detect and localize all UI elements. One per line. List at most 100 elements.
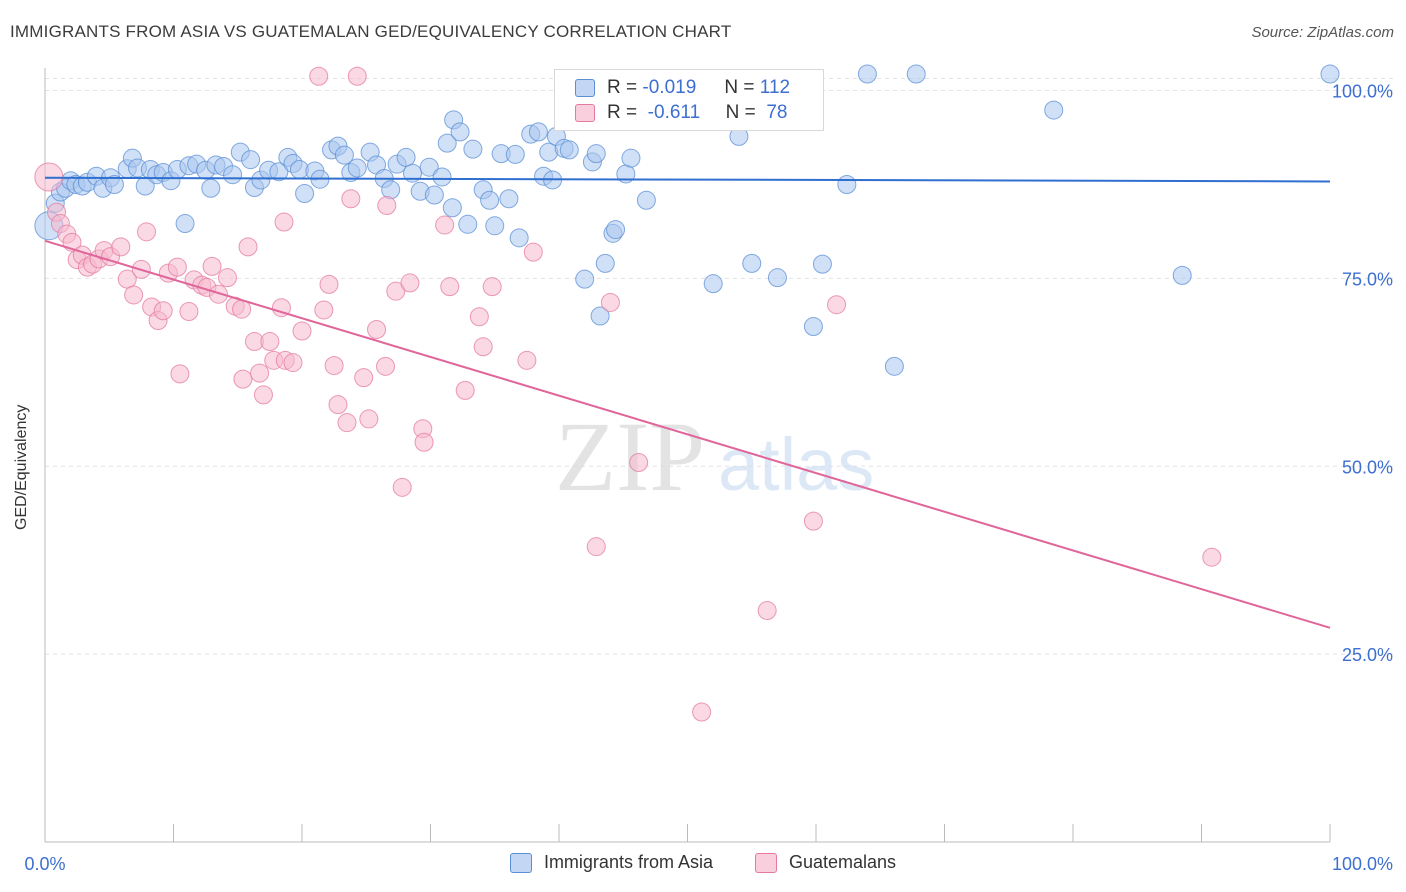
asia-point xyxy=(884,356,904,376)
guatemalan-point xyxy=(482,277,502,297)
guatemalan-point xyxy=(292,321,312,341)
guatemalan-point xyxy=(153,301,173,321)
asia-point xyxy=(559,140,579,160)
guatemalan-point xyxy=(208,284,228,304)
guatemalan-point xyxy=(435,215,455,235)
blue-n-value: 112 xyxy=(759,77,791,98)
guatemalan-point xyxy=(250,363,270,383)
guatemalan-point xyxy=(167,257,187,277)
asia-point xyxy=(1044,100,1064,120)
watermark-atlas: atlas xyxy=(718,423,874,506)
guatemalan-point xyxy=(517,350,537,370)
guatemalan-point xyxy=(455,380,475,400)
guatemalan-point xyxy=(271,298,291,318)
guatemalan-point xyxy=(600,292,620,312)
series-legend: Immigrants from Asia Guatemalans xyxy=(0,852,1406,873)
x-tick-label: 0.0% xyxy=(24,854,65,874)
guatemalan-point xyxy=(341,189,361,209)
pink-swatch xyxy=(575,104,595,122)
asia-point xyxy=(175,214,195,234)
asia-point xyxy=(1172,265,1192,285)
guatemalans-swatch xyxy=(754,852,777,873)
guatemalan-point xyxy=(137,222,157,242)
guatemalan-point xyxy=(347,66,367,86)
asia-point xyxy=(458,214,478,234)
asia-point xyxy=(450,122,470,142)
guatemalan-point xyxy=(283,353,303,373)
asia-point xyxy=(857,64,877,84)
guatemalan-point xyxy=(629,453,649,473)
guatemalan-point xyxy=(124,285,144,305)
guatemalan-point xyxy=(440,277,460,297)
asia-point xyxy=(419,157,439,177)
asia-point xyxy=(104,174,124,194)
asia-point xyxy=(906,64,926,84)
guatemalan-point xyxy=(803,511,823,531)
guatemalan-point xyxy=(309,66,329,86)
asia-point xyxy=(499,189,519,209)
blue-r-value: -0.019 xyxy=(642,77,697,98)
asia-point xyxy=(528,122,548,142)
guatemalan-point xyxy=(217,268,237,288)
guatemalan-point xyxy=(586,537,606,557)
legend-label-asia: Immigrants from Asia xyxy=(543,852,713,872)
pink-n-value: 78 xyxy=(766,102,788,123)
guatemalan-point xyxy=(233,369,253,389)
asia-point xyxy=(636,190,656,210)
guatemalan-point xyxy=(473,337,493,357)
asia-trend-line xyxy=(44,176,1331,183)
x-tick-label: 100.0% xyxy=(1332,854,1393,874)
guatemalan-point xyxy=(376,356,396,376)
guatemalan-point xyxy=(367,320,387,340)
asia-point xyxy=(586,144,606,164)
asia-point xyxy=(509,228,529,248)
asia-point xyxy=(742,253,762,273)
blue-swatch xyxy=(575,79,595,97)
asia-point xyxy=(432,167,452,187)
guatemalan-point xyxy=(253,385,273,405)
y-tick-label: 75.0% xyxy=(1342,269,1393,289)
guatemalan-point xyxy=(260,332,280,352)
asia-point xyxy=(621,148,641,168)
y-tick-label: 25.0% xyxy=(1342,645,1393,665)
asia-point xyxy=(381,180,401,200)
asia-point xyxy=(485,216,505,236)
guatemalan-point xyxy=(469,307,489,327)
guatemalan-point xyxy=(414,432,434,452)
asia-point xyxy=(803,317,823,337)
asia-point xyxy=(347,158,367,178)
guatemalan-point xyxy=(202,256,222,276)
guatemalan-trend-line xyxy=(44,239,1331,629)
asia-point xyxy=(437,133,457,153)
n-label: N = xyxy=(725,102,756,123)
asia-point xyxy=(424,185,444,205)
watermark-zip: ZIP xyxy=(555,401,705,512)
y-tick-label: 100.0% xyxy=(1332,82,1393,102)
guatemalan-point xyxy=(170,364,190,384)
guatemalan-point xyxy=(354,368,374,388)
guatemalan-point xyxy=(523,242,543,262)
r-label: R = xyxy=(607,102,638,123)
asia-point xyxy=(241,150,261,170)
guatemalan-point xyxy=(827,295,847,315)
asia-point xyxy=(295,183,315,203)
guatemalan-point xyxy=(377,196,397,216)
asia-point xyxy=(575,269,595,289)
pink-r-value: -0.611 xyxy=(647,102,701,123)
asia-point xyxy=(505,144,525,164)
asia-point xyxy=(480,190,500,210)
asia-point xyxy=(463,139,483,159)
asia-point xyxy=(767,268,787,288)
guatemalan-point xyxy=(337,413,357,433)
asia-point xyxy=(334,145,354,165)
n-label: N = xyxy=(724,77,755,98)
asia-point xyxy=(1320,64,1340,84)
legend-item-guatemalans: Guatemalans xyxy=(754,852,896,873)
guatemalan-point xyxy=(386,281,406,301)
y-tick-label: 50.0% xyxy=(1342,457,1393,477)
asia-point xyxy=(223,165,243,185)
asia-point xyxy=(595,253,615,273)
asia-point xyxy=(837,174,857,194)
asia-swatch xyxy=(509,852,532,873)
